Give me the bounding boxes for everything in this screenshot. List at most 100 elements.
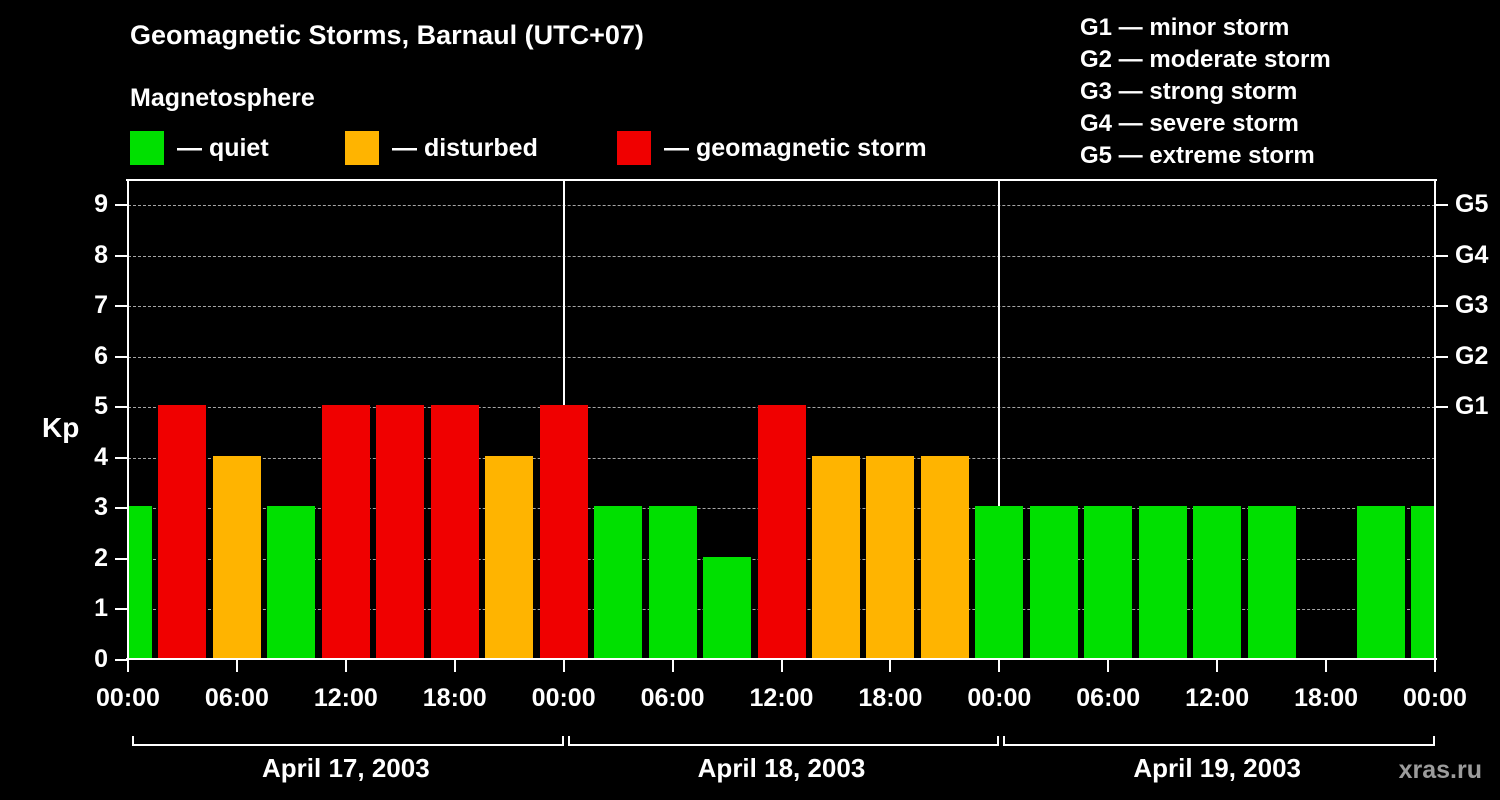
x-axis-tick: [235, 660, 238, 672]
kp-bar: [376, 405, 425, 658]
disturbed-color-swatch: [345, 131, 379, 165]
right-axis-label: G4: [1455, 240, 1489, 269]
x-axis-label: 06:00: [204, 684, 269, 712]
x-axis-label: 12:00: [749, 684, 814, 712]
kp-bar: [1193, 506, 1242, 658]
storm-scale-g4: G4 — severe storm: [1080, 110, 1299, 137]
y-axis-label: 1: [94, 594, 108, 623]
day-bracket: [567, 736, 1000, 746]
y-axis-label: 2: [94, 543, 108, 572]
kp-bar: [1356, 506, 1405, 658]
kp-bar: [539, 405, 588, 658]
y-axis-label: 7: [94, 291, 108, 320]
day-bracket: [1003, 736, 1435, 746]
kp-bar: [321, 405, 370, 658]
kp-bar: [1029, 506, 1078, 658]
x-axis-tick: [562, 660, 565, 672]
kp-bar: [866, 455, 915, 658]
watermark: xras.ru: [1398, 756, 1482, 784]
x-axis-tick: [127, 660, 129, 672]
kp-bar: [975, 506, 1024, 658]
y-axis-label: 5: [94, 392, 108, 421]
kp-bar: [757, 405, 806, 658]
storm-scale-g3: G3 — strong storm: [1080, 78, 1298, 105]
kp-bar: [158, 405, 207, 658]
x-axis-label: 00:00: [96, 684, 160, 712]
day-separator: [998, 180, 1001, 660]
quiet-color-swatch: [130, 131, 164, 165]
x-axis-label: 06:00: [640, 684, 705, 712]
right-axis-label: G2: [1455, 341, 1489, 370]
storm-scale-legend: G1 — minor storm G2 — moderate storm G3 …: [1080, 12, 1331, 172]
y-axis-label: 6: [94, 341, 108, 370]
right-axis-tick: [1436, 254, 1448, 257]
right-axis-tick: [1436, 406, 1448, 409]
y-axis-label: 0: [94, 645, 108, 673]
kp-gridline: [128, 356, 1435, 358]
kp-bar: [212, 455, 261, 658]
y-axis-tick: [115, 305, 127, 308]
legend-disturbed-label: — disturbed: [392, 133, 538, 162]
x-axis-label: 18:00: [858, 684, 923, 712]
x-axis-tick: [780, 660, 783, 672]
kp-bar: [485, 455, 534, 658]
legend-quiet-label: — quiet: [177, 133, 269, 162]
x-axis-label: 12:00: [313, 684, 378, 712]
legend-item-disturbed: — disturbed: [345, 131, 538, 165]
x-axis-label: 00:00: [531, 684, 596, 712]
y-axis-tick: [115, 456, 127, 459]
kp-bar: [648, 506, 697, 658]
kp-bar: [267, 506, 316, 658]
legend-storm-label: — geomagnetic storm: [664, 133, 927, 162]
kp-bar: [594, 506, 643, 658]
page-title: Geomagnetic Storms, Barnaul (UTC+07): [130, 20, 644, 50]
kp-bar: [703, 556, 752, 658]
kp-bar: [920, 455, 969, 658]
x-axis-tick: [998, 660, 1001, 672]
y-axis-tick: [115, 406, 127, 409]
y-axis-label: 8: [94, 240, 108, 269]
y-axis-tick: [115, 557, 127, 560]
x-axis-tick: [344, 660, 347, 672]
x-axis-tick: [1325, 660, 1328, 672]
storm-scale-g1: G1 — minor storm: [1080, 14, 1290, 41]
kp-bar: [1247, 506, 1296, 658]
y-axis-label: 9: [94, 190, 108, 219]
kp-gridline: [128, 306, 1435, 308]
y-axis-tick: [115, 608, 127, 611]
day-bracket: [132, 736, 564, 746]
right-axis-label: G3: [1455, 291, 1489, 320]
x-axis-tick: [453, 660, 456, 672]
storm-color-swatch: [617, 131, 651, 165]
kp-gridline: [128, 255, 1435, 257]
right-axis-label: G5: [1455, 190, 1489, 219]
kp-bar: [1138, 506, 1187, 658]
plot-area: [126, 179, 1437, 660]
y-axis-label: 4: [94, 442, 108, 471]
x-axis-label: 00:00: [1403, 684, 1467, 712]
right-axis-tick: [1436, 355, 1448, 358]
x-axis-label: 12:00: [1185, 684, 1250, 712]
right-axis-tick: [1436, 305, 1448, 308]
x-axis-tick: [889, 660, 892, 672]
plot-frame-left: [127, 180, 129, 660]
right-axis-tick: [1436, 204, 1448, 207]
x-axis-tick: [671, 660, 674, 672]
legend-item-storm: — geomagnetic storm: [617, 131, 927, 165]
kp-bar: [811, 455, 860, 658]
y-axis-tick: [115, 355, 127, 358]
kp-bar: [1084, 506, 1133, 658]
right-axis-label: G1: [1455, 392, 1489, 421]
magnetosphere-subtitle: Magnetosphere: [130, 84, 315, 112]
x-axis-label: 18:00: [1294, 684, 1359, 712]
plot-frame-bottom: [126, 658, 1437, 660]
x-axis-tick: [1434, 660, 1436, 672]
x-axis-tick: [1216, 660, 1219, 672]
y-axis-tick: [115, 204, 127, 207]
day-label: April 17, 2003: [262, 753, 430, 783]
x-axis-label: 18:00: [422, 684, 487, 712]
y-axis-tick: [115, 254, 127, 257]
plot-frame-right: [1434, 180, 1436, 660]
day-label: April 19, 2003: [1133, 753, 1301, 783]
